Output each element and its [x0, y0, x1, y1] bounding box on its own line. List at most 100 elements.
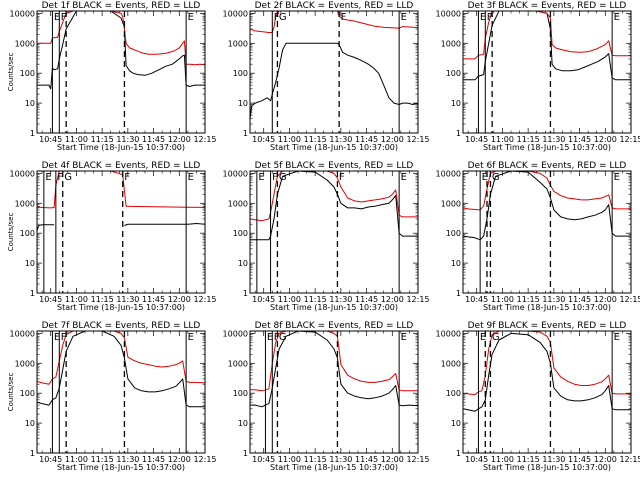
event-marker-label: F [57, 172, 63, 183]
event-marker-label: F [274, 332, 280, 343]
event-marker-label: E [482, 172, 488, 183]
y-tick-label: 1000 [228, 359, 248, 368]
y-tick-label: 100 [233, 69, 248, 78]
events-series-line [250, 171, 418, 241]
x-tick-label: 11:00 [65, 455, 88, 464]
event-marker-label: E [54, 12, 60, 23]
events-series-line [463, 332, 631, 412]
events-series-line [463, 11, 631, 81]
y-tick-label: 10 [451, 99, 461, 108]
lld-series-line [463, 171, 631, 211]
lld-series-line [250, 171, 418, 222]
lld-series-line [37, 331, 205, 385]
y-tick-label: 10000 [223, 329, 248, 338]
event-marker-label: F [272, 172, 278, 183]
x-tick-label: 11:30 [116, 135, 139, 144]
y-tick-label: 1 [30, 129, 35, 138]
events-series-line [37, 331, 205, 408]
plot-title: Det 5f BLACK = Events, RED = LLD [255, 161, 414, 171]
plot-panel: Det 9f BLACK = Events, RED = LLD 1 10 100 10… [436, 321, 640, 472]
y-tick-label: 100 [20, 69, 35, 78]
x-tick-label: 12:00 [168, 455, 191, 464]
x-tick-label: 11:00 [491, 295, 514, 304]
y-tick-label: 1 [243, 289, 248, 298]
y-tick-label: 1 [456, 449, 461, 458]
events-series-line [250, 331, 418, 408]
event-marker-label: E [480, 332, 486, 343]
y-tick-label: 1000 [15, 39, 35, 48]
plot-title: Det 9f BLACK = Events, RED = LLD [468, 321, 627, 331]
x-tick-label: 11:00 [65, 135, 88, 144]
plot-data-area [250, 331, 418, 408]
events-series-line [250, 42, 418, 119]
y-tick-label: 100 [446, 389, 461, 398]
x-tick-label: 10:45 [465, 295, 488, 304]
plot-title: Det 2f BLACK = Events, RED = LLD [255, 1, 414, 11]
event-marker-label: E [54, 332, 60, 343]
plot-panel: Det 8f BLACK = Events, RED = LLD 1 10 100 10… [223, 321, 430, 472]
plot-data-area [250, 11, 418, 119]
plot-panel: Det 6f BLACK = Events, RED = LLD 1 10 100 10… [436, 161, 640, 312]
x-tick-label: 11:30 [329, 135, 352, 144]
x-tick-label: 11:15 [304, 455, 327, 464]
plot-title: Det 4f BLACK = Events, RED = LLD [42, 161, 201, 171]
plot-frame [462, 170, 632, 294]
event-marker-label: F [61, 12, 67, 23]
event-marker-label: G [492, 172, 500, 183]
event-marker-label: E [45, 172, 51, 183]
y-tick-label: 10 [451, 259, 461, 268]
y-tick-label: 10000 [436, 9, 461, 18]
plot-title: Det 1f BLACK = Events, RED = LLD [42, 1, 201, 11]
plot-frame [36, 170, 206, 294]
y-tick-label: 10 [238, 419, 248, 428]
x-tick-label: 11:30 [542, 135, 565, 144]
event-marker-label: E [401, 332, 407, 343]
event-marker-label: E [267, 332, 273, 343]
event-marker-label: F [339, 172, 345, 183]
plot-frame [249, 330, 419, 454]
y-tick-label: 10000 [436, 169, 461, 178]
x-tick-label: 11:45 [142, 455, 165, 464]
event-marker-label: G [64, 172, 72, 183]
y-tick-label: 1000 [441, 199, 461, 208]
x-tick-label: 10:45 [39, 455, 62, 464]
event-marker-label: E [480, 12, 486, 23]
plot-title: Det 7f BLACK = Events, RED = LLD [42, 321, 201, 331]
x-axis-label: Start Time (18-Jun-15 10:37:00) [483, 143, 611, 152]
x-tick-label: 12:15 [406, 295, 429, 304]
lld-series-line [37, 171, 205, 209]
x-tick-label: 11:45 [142, 295, 165, 304]
plot-data-area [37, 171, 205, 231]
event-marker-label: G [279, 172, 287, 183]
event-marker-label: E [401, 172, 407, 183]
x-tick-label: 12:15 [619, 135, 640, 144]
y-tick-label: 1 [243, 449, 248, 458]
x-tick-label: 11:00 [491, 455, 514, 464]
plot-title: Det 8f BLACK = Events, RED = LLD [255, 321, 414, 331]
x-tick-label: 12:00 [381, 295, 404, 304]
x-tick-label: 12:15 [619, 455, 640, 464]
event-marker-label: F [61, 332, 67, 343]
x-tick-label: 12:15 [193, 295, 216, 304]
event-marker-label: E [258, 172, 264, 183]
x-tick-label: 10:45 [252, 135, 275, 144]
y-tick-label: 10 [25, 419, 35, 428]
event-marker-label: F [341, 12, 347, 23]
x-tick-label: 12:00 [381, 455, 404, 464]
x-tick-label: 11:15 [517, 295, 540, 304]
y-tick-label: 10000 [10, 9, 35, 18]
y-tick-label: 10 [25, 99, 35, 108]
x-tick-label: 11:45 [568, 135, 591, 144]
event-marker-label: G [492, 332, 500, 343]
event-marker-label: F [487, 12, 493, 23]
y-tick-label: 1 [456, 129, 461, 138]
x-tick-label: 12:00 [594, 135, 617, 144]
x-axis-label: Start Time (18-Jun-15 10:37:00) [57, 143, 185, 152]
y-tick-label: 1 [243, 129, 248, 138]
x-tick-label: 10:45 [465, 455, 488, 464]
y-tick-label: 100 [20, 389, 35, 398]
x-tick-label: 11:45 [568, 295, 591, 304]
x-tick-label: 11:00 [65, 295, 88, 304]
y-tick-label: 10 [238, 259, 248, 268]
